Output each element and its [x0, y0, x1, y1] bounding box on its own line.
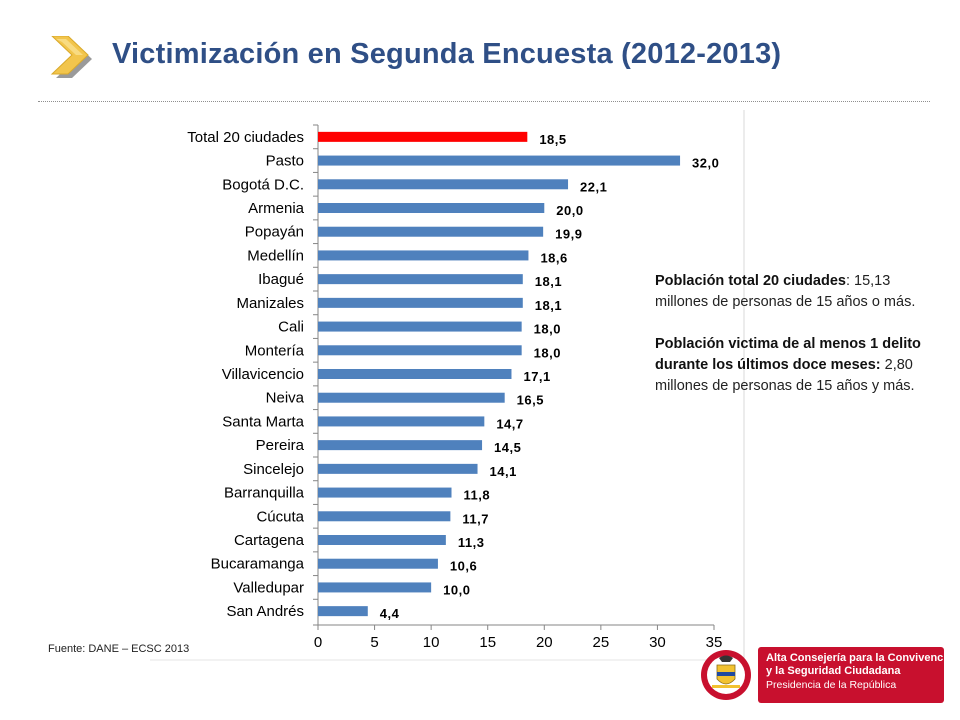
- value-label: 18,1: [535, 274, 562, 289]
- population-victim-paragraph: Población victima de al menos 1 delito d…: [655, 334, 935, 397]
- bar: [318, 369, 512, 379]
- value-label: 19,9: [555, 227, 582, 242]
- bar: [318, 440, 483, 451]
- chevron-right-icon: [50, 36, 92, 78]
- bar: [318, 345, 522, 356]
- category-label: Manizales: [236, 295, 304, 312]
- value-label: 18,0: [534, 322, 561, 337]
- bar: [318, 297, 523, 308]
- population-victim-value: 2,80 millones de personas de 15 años y m…: [655, 357, 915, 394]
- bar: [318, 487, 452, 498]
- x-tick-label: 0: [314, 634, 322, 651]
- category-label: Ibagué: [258, 271, 304, 288]
- category-label: Pereira: [256, 437, 305, 454]
- x-tick-label: 20: [536, 634, 553, 651]
- colombia-coat-of-arms-icon: [701, 650, 751, 700]
- category-label: Bogotá D.C.: [222, 176, 304, 193]
- bar: [318, 416, 485, 427]
- value-label: 32,0: [692, 156, 719, 171]
- title-divider: [38, 101, 930, 102]
- category-label: Cúcuta: [256, 508, 304, 525]
- population-victim-label: Población victima de al menos 1 delito d…: [655, 336, 921, 373]
- bar: [318, 535, 446, 545]
- category-label: Cali: [278, 319, 304, 336]
- category-label: Medellín: [247, 247, 304, 264]
- bar: [318, 274, 523, 285]
- bar: [318, 463, 478, 474]
- bar: [318, 606, 368, 617]
- value-label: 20,0: [556, 203, 583, 218]
- category-label: Cartagena: [234, 532, 305, 549]
- value-label: 11,3: [458, 535, 485, 550]
- value-label: 11,8: [464, 488, 491, 503]
- category-label: Neiva: [266, 390, 305, 407]
- bar: [318, 250, 529, 261]
- value-label: 17,1: [523, 369, 550, 384]
- bar: [318, 392, 505, 403]
- value-label: 18,6: [540, 250, 567, 265]
- value-label: 10,0: [443, 582, 470, 597]
- value-label: 18,1: [535, 298, 562, 313]
- category-label: Villavicencio: [222, 366, 304, 383]
- value-label: 11,7: [462, 511, 489, 526]
- category-label: Valledupar: [233, 579, 304, 596]
- value-label: 10,6: [450, 559, 477, 574]
- bar: [318, 558, 438, 569]
- bar: [318, 321, 522, 332]
- population-total-value: : 15,13 millones de personas de 15 años …: [655, 273, 916, 310]
- bar: [318, 203, 545, 213]
- value-label: 18,5: [539, 132, 566, 147]
- logo: Alta Consejería para la Convivencia y la…: [700, 645, 953, 705]
- category-label: Bucaramanga: [211, 556, 305, 573]
- page-title: Victimización en Segunda Encuesta (2012-…: [112, 38, 782, 70]
- x-tick-label: 10: [423, 634, 440, 651]
- logo-banner: Alta Consejería para la Convivencia y la…: [758, 647, 953, 703]
- category-label: Armenia: [248, 200, 305, 217]
- value-label: 14,7: [496, 416, 523, 431]
- bar: [318, 131, 528, 142]
- value-label: 16,5: [517, 393, 544, 408]
- category-label: Popayán: [245, 224, 304, 241]
- bar: [318, 179, 569, 190]
- value-label: 18,0: [534, 345, 561, 360]
- x-tick-label: 15: [479, 634, 496, 651]
- logo-line-3: Presidencia de la República: [766, 679, 897, 691]
- category-label: Total 20 ciudades: [187, 129, 304, 146]
- value-label: 4,4: [380, 606, 400, 621]
- value-label: 22,1: [580, 179, 607, 194]
- logo-line-2: y la Seguridad Ciudadana: [766, 665, 901, 677]
- population-total-paragraph: Población total 20 ciudades: 15,13 millo…: [655, 271, 935, 313]
- x-tick-label: 5: [370, 634, 378, 651]
- x-tick-label: 35: [706, 634, 723, 651]
- bar: [318, 155, 681, 166]
- info-text: Población total 20 ciudades: 15,13 millo…: [655, 271, 935, 418]
- category-label: Sincelejo: [243, 461, 304, 478]
- category-label: San Andrés: [226, 603, 304, 620]
- category-label: Montería: [245, 342, 305, 359]
- category-label: Santa Marta: [222, 413, 304, 430]
- x-tick-label: 30: [649, 634, 666, 651]
- category-label: Pasto: [266, 153, 304, 170]
- bar: [318, 511, 451, 522]
- x-tick-label: 25: [593, 634, 610, 651]
- logo-line-1: Alta Consejería para la Convivencia: [766, 652, 953, 664]
- bar: [318, 226, 544, 237]
- category-label: Barranquilla: [224, 485, 305, 502]
- population-total-label: Población total 20 ciudades: [655, 273, 846, 289]
- bar: [318, 582, 432, 593]
- value-label: 14,1: [490, 464, 517, 479]
- source-note: Fuente: DANE – ECSC 2013: [48, 643, 190, 655]
- value-label: 14,5: [494, 440, 521, 455]
